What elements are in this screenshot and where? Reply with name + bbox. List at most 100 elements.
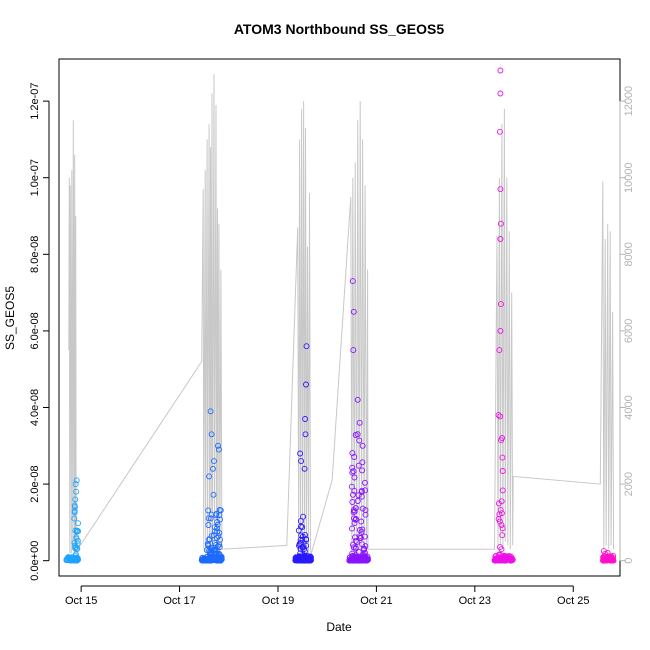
data-point [297, 518, 304, 525]
data-point [301, 546, 308, 552]
data-point [71, 507, 78, 514]
y2-tick-label: 12000 [623, 86, 635, 117]
data-point [214, 519, 221, 525]
data-point [495, 412, 502, 419]
data-point [354, 431, 361, 438]
y2-tick-label: 8000 [623, 242, 635, 266]
data-point [349, 550, 356, 557]
data-point [214, 557, 220, 564]
data-point [355, 492, 362, 499]
y2-tick-label: 4000 [623, 395, 635, 419]
data-point [214, 528, 221, 535]
data-point [205, 515, 212, 522]
data-point [74, 540, 81, 547]
y-tick-label: 2.0e-08 [29, 465, 41, 502]
data-point [217, 536, 223, 543]
data-point [497, 301, 504, 308]
data-point [216, 506, 223, 513]
data-point [356, 527, 363, 533]
data-point [499, 552, 506, 559]
data-point [498, 546, 505, 553]
data-point [349, 491, 356, 498]
data-point [497, 413, 504, 420]
data-point [296, 541, 303, 548]
y-tick-label: 1.0e-07 [29, 159, 41, 196]
data-point [497, 236, 504, 242]
x-tick-label: Oct 15 [65, 595, 97, 607]
data-point [352, 537, 359, 544]
data-point [298, 532, 305, 539]
data-point [361, 549, 368, 556]
data-point [203, 557, 210, 564]
data-point [498, 522, 505, 529]
data-point [351, 508, 358, 515]
data-point [499, 468, 506, 474]
y2-tick-label: 2000 [623, 472, 635, 496]
data-point [358, 487, 365, 494]
data-point [207, 515, 214, 522]
data-point [71, 504, 78, 511]
series-5 [491, 67, 516, 564]
data-point [301, 553, 308, 560]
data-point [71, 555, 78, 562]
data-point [352, 544, 359, 551]
data-point [351, 474, 358, 481]
data-point [498, 437, 505, 444]
data-point [72, 545, 79, 552]
data-point [72, 481, 79, 488]
series-4 [346, 278, 371, 564]
data-point [213, 535, 220, 541]
data-point [496, 347, 503, 354]
y2-tick-label: 6000 [623, 319, 635, 343]
data-point [497, 186, 504, 193]
data-point [354, 498, 361, 504]
data-point [497, 327, 504, 334]
data-point [210, 547, 217, 554]
chart-title: ATOM3 Northbound SS_GEOS5 [234, 21, 444, 37]
axes: 0.0e+00 2.0e-08 4.0e-08 6.0e-08 8.0e-08 1.0e-… [29, 82, 635, 607]
data-point [497, 90, 504, 97]
data-point [349, 525, 355, 532]
data-point [302, 431, 309, 438]
y2-tick-label: 0 [623, 558, 635, 564]
data-point [211, 524, 218, 531]
data-point [301, 465, 308, 472]
data-point [75, 520, 81, 527]
data-point [359, 467, 366, 474]
data-point [348, 483, 355, 490]
data-point [359, 554, 366, 561]
data-point [362, 511, 369, 518]
data-point [206, 473, 213, 480]
x-tick-label: Oct 25 [557, 595, 589, 607]
series-6 [599, 548, 617, 564]
data-point [352, 552, 359, 559]
data-point [72, 496, 79, 503]
data-point [355, 462, 362, 469]
data-point [362, 543, 369, 550]
data-point [359, 459, 366, 466]
data-point [207, 557, 214, 564]
data-point [213, 512, 219, 519]
y-tick-label: 0.0e+00 [29, 541, 41, 581]
data-point [300, 553, 307, 560]
data-point [604, 550, 611, 556]
y2-tick-label: 10000 [623, 162, 635, 193]
data-point [351, 487, 358, 494]
data-point [303, 381, 309, 388]
data-point [210, 491, 217, 498]
data-point [350, 468, 357, 475]
data-point [497, 220, 504, 227]
data-point [297, 450, 304, 457]
data-point [71, 515, 78, 522]
data-point [302, 416, 309, 422]
data-point [608, 557, 615, 564]
data-point [600, 556, 607, 563]
data-point [214, 543, 221, 549]
data-point [358, 518, 365, 525]
data-point [303, 536, 310, 543]
data-point [500, 556, 507, 563]
data-point [73, 556, 80, 563]
data-point [356, 437, 363, 444]
data-point [359, 442, 366, 449]
